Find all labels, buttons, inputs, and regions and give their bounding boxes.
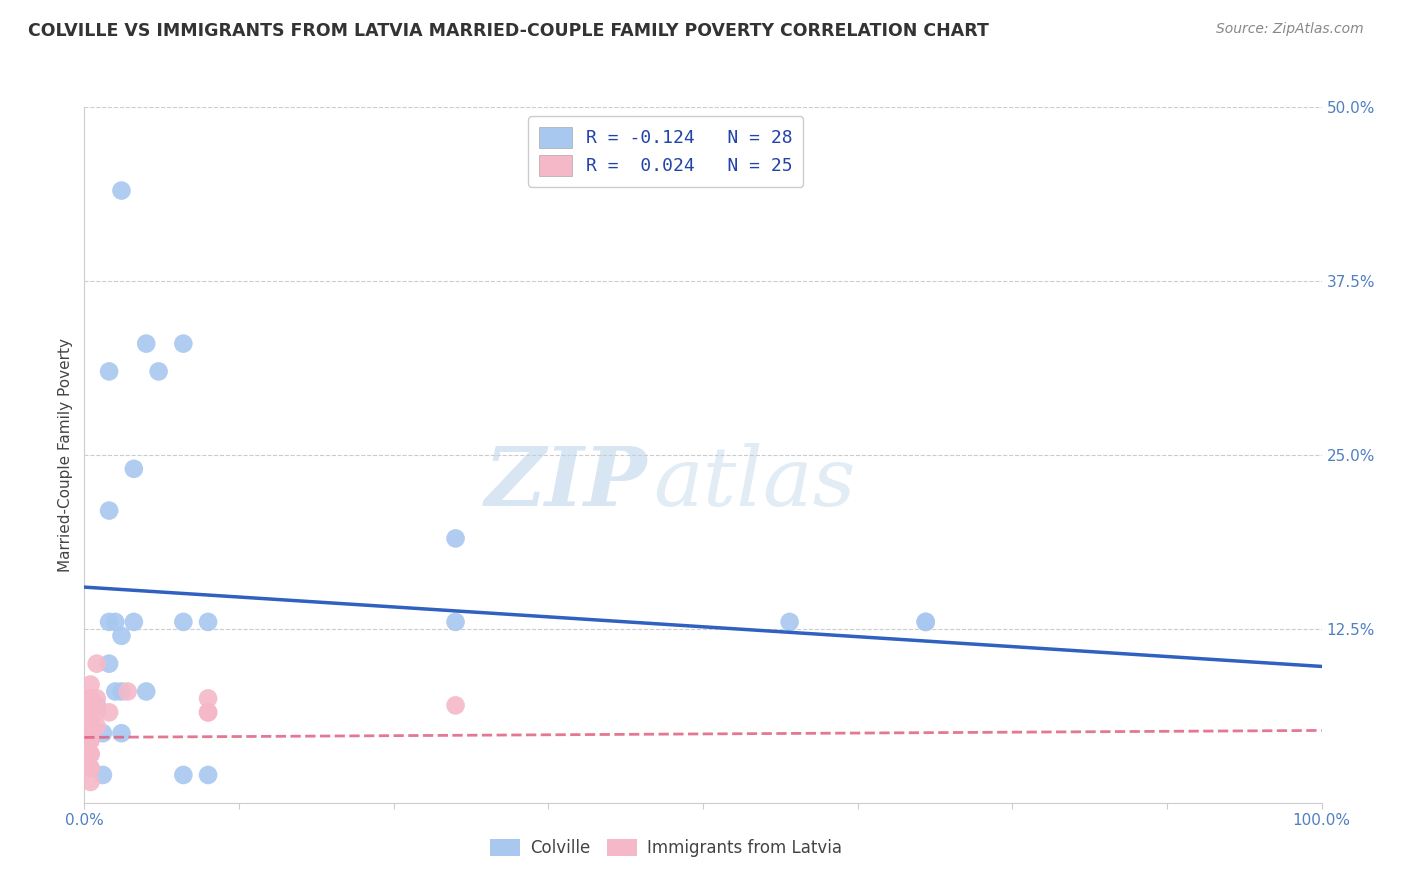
Point (197, 706, 219, 720)
Point (122, 462, 145, 476)
Point (117, 684, 139, 698)
Point (148, 364, 170, 378)
Point (79, 706, 101, 720)
Text: Source: ZipAtlas.com: Source: ZipAtlas.com (1216, 22, 1364, 37)
Point (98, 503, 121, 517)
Point (444, 698, 467, 713)
Point (79, 733, 101, 747)
Point (98, 615, 121, 629)
Point (197, 615, 219, 629)
Y-axis label: Married-Couple Family Poverty: Married-Couple Family Poverty (58, 338, 73, 572)
Point (197, 691, 219, 706)
Point (79, 706, 101, 720)
Point (914, 615, 936, 629)
Point (79, 677, 101, 691)
Point (110, 726, 132, 740)
Point (91, 726, 114, 740)
Point (79, 747, 101, 761)
Point (197, 768, 219, 782)
Point (79, 719, 101, 733)
Point (79, 761, 101, 775)
Point (79, 747, 101, 761)
Point (91, 768, 114, 782)
Point (172, 336, 194, 351)
Legend: Colville, Immigrants from Latvia: Colville, Immigrants from Latvia (484, 832, 848, 864)
Point (444, 615, 467, 629)
Point (86, 698, 108, 713)
Point (110, 184, 132, 198)
Point (122, 615, 145, 629)
Point (98, 706, 121, 720)
Point (86, 719, 108, 733)
Point (135, 684, 157, 698)
Point (104, 615, 127, 629)
Point (86, 657, 108, 671)
Point (110, 629, 132, 643)
Point (172, 615, 194, 629)
Point (104, 684, 127, 698)
Point (98, 657, 121, 671)
Point (79, 726, 101, 740)
Point (98, 364, 121, 378)
Point (86, 691, 108, 706)
Point (172, 768, 194, 782)
Point (79, 761, 101, 775)
Point (779, 615, 801, 629)
Text: atlas: atlas (654, 442, 856, 523)
Point (79, 719, 101, 733)
Point (79, 775, 101, 789)
Point (79, 691, 101, 706)
Point (197, 706, 219, 720)
Point (86, 706, 108, 720)
Text: COLVILLE VS IMMIGRANTS FROM LATVIA MARRIED-COUPLE FAMILY POVERTY CORRELATION CHA: COLVILLE VS IMMIGRANTS FROM LATVIA MARRI… (28, 22, 988, 40)
Point (444, 532, 467, 546)
Point (914, 615, 936, 629)
Text: ZIP: ZIP (485, 442, 647, 523)
Point (79, 733, 101, 747)
Point (110, 684, 132, 698)
Point (135, 336, 157, 351)
Point (79, 691, 101, 706)
